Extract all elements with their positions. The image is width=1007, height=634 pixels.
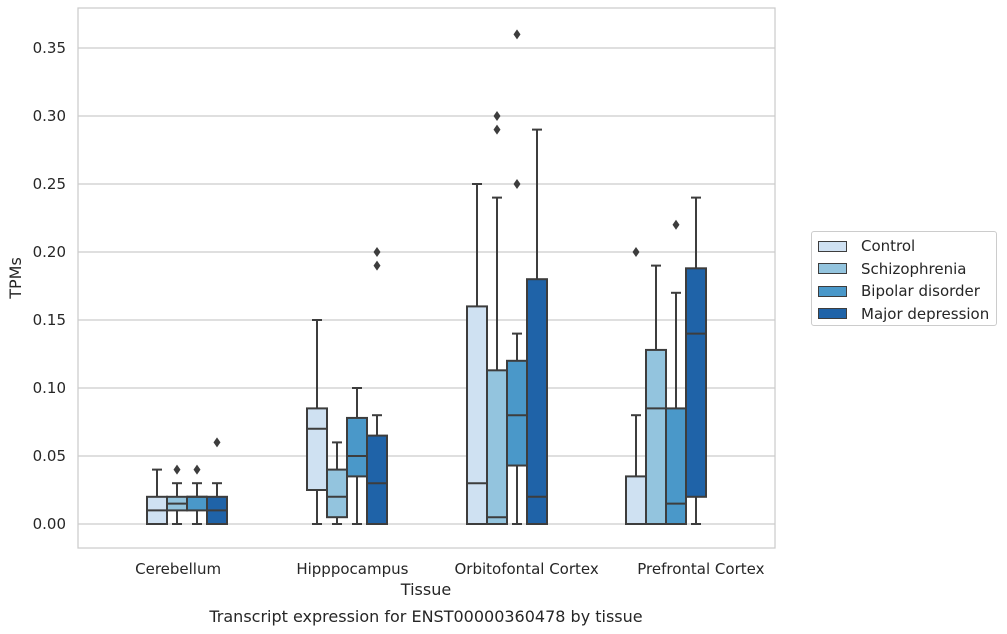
y-axis-label: TPMs: [6, 257, 25, 300]
legend-item: Bipolar disorder: [812, 280, 996, 303]
legend-swatch: [818, 285, 847, 297]
box-control: [306, 319, 328, 525]
outlier-marker: [213, 437, 221, 448]
legend: Control Schizophrenia Bipolar disorder Majo…: [811, 231, 997, 326]
y-tick-label: 0.35: [33, 39, 66, 57]
legend-item: Major depression: [812, 303, 996, 326]
y-tick-label: 0.20: [33, 243, 66, 261]
y-tick-label: 0.15: [33, 311, 66, 329]
y-tick-label: 0.25: [33, 175, 66, 193]
outlier-marker: [493, 111, 501, 121]
box-iqr: [625, 475, 647, 525]
legend-item: Control: [812, 235, 996, 258]
outlier-marker: [373, 260, 381, 271]
x-tick-label: Prefrontal Cortex: [637, 560, 764, 578]
box-schizophrenia: [645, 264, 667, 526]
y-tick-label: 0.05: [33, 447, 66, 465]
outlier-marker: [493, 124, 501, 135]
box-iqr: [306, 407, 328, 491]
box-schizophrenia: [326, 441, 348, 525]
outlier-marker: [193, 464, 201, 475]
outlier-marker: [632, 247, 640, 257]
box-iqr: [526, 278, 548, 526]
box-iqr: [186, 495, 208, 512]
box-control: [466, 183, 488, 525]
outlier-marker: [672, 219, 680, 230]
outlier-marker: [513, 29, 521, 40]
box-major-depression: [206, 437, 228, 525]
boxes-layer: [146, 29, 707, 526]
box-iqr: [665, 407, 687, 525]
gridlines: [78, 47, 775, 525]
legend-item: Schizophrenia: [812, 258, 996, 281]
box-bipolar-disorder: [506, 29, 528, 525]
legend-swatch: [818, 240, 847, 252]
box-bipolar-disorder: [346, 387, 368, 525]
legend-swatch: [818, 308, 847, 320]
legend-label: Bipolar disorder: [861, 282, 980, 301]
box-iqr: [466, 305, 488, 525]
outlier-marker: [173, 464, 181, 475]
box-bipolar-disorder: [665, 219, 687, 525]
plot-area-frame: [77, 7, 776, 549]
y-tick-label: 0.30: [33, 107, 66, 125]
box-schizophrenia: [486, 111, 508, 525]
box-major-depression: [685, 196, 707, 525]
box-iqr: [326, 468, 348, 519]
box-iqr: [685, 267, 707, 498]
legend-label: Schizophrenia: [861, 259, 967, 278]
outlier-marker: [513, 179, 521, 189]
box-bipolar-disorder: [186, 464, 208, 525]
box-iqr: [645, 348, 667, 526]
y-tick-label: 0.00: [33, 515, 66, 533]
chart-title: Transcript expression for ENST0000036047…: [208, 607, 642, 626]
legend-label: Control: [861, 237, 916, 256]
y-tick-label: 0.10: [33, 379, 66, 397]
legend-swatch: [818, 263, 847, 275]
x-axis-ticks: Cerebellum Hipppocampus Orbitofontal Corte…: [135, 560, 764, 578]
box-major-depression: [526, 128, 548, 526]
x-tick-label: Hipppocampus: [296, 560, 408, 578]
x-tick-label: Cerebellum: [135, 560, 221, 578]
x-tick-label: Orbitofontal Cortex: [455, 560, 599, 578]
legend-label: Major depression: [861, 304, 990, 323]
box-iqr: [506, 359, 528, 467]
y-axis-ticks: 0.00 0.05 0.10 0.15 0.20 0.25 0.30 0.35: [33, 39, 66, 533]
box-major-depression: [366, 247, 388, 526]
box-control: [625, 247, 647, 525]
box-iqr: [346, 416, 368, 478]
x-axis-label: Tissue: [400, 580, 451, 599]
box-schizophrenia: [166, 464, 188, 525]
box-iqr: [366, 434, 388, 526]
box-control: [146, 468, 168, 525]
box-iqr: [486, 369, 508, 525]
outlier-marker: [373, 247, 381, 257]
